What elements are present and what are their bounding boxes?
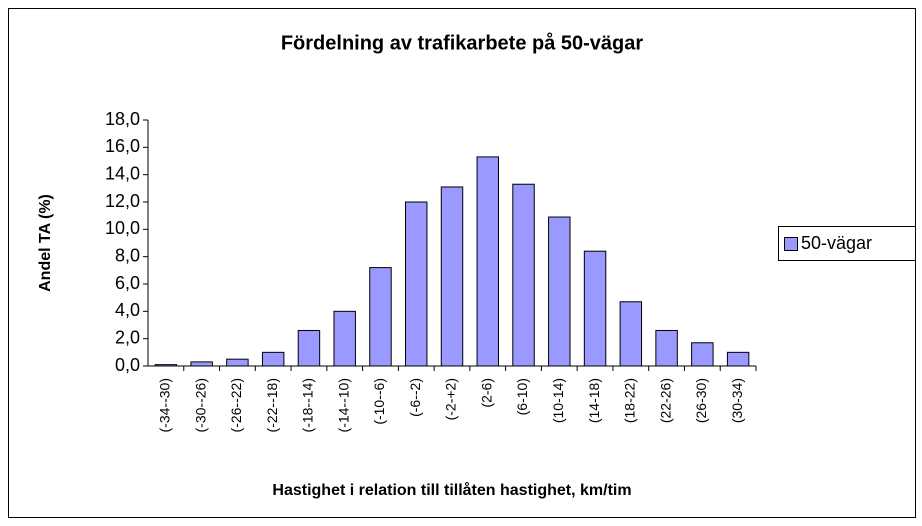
bar bbox=[405, 201, 428, 367]
bar bbox=[583, 250, 607, 367]
y-tick-label: 6,0 bbox=[115, 273, 140, 293]
y-tick-label: 18,0 bbox=[105, 109, 140, 129]
y-tick-label: 16,0 bbox=[105, 136, 140, 156]
bar bbox=[619, 301, 643, 367]
y-tick-label: 4,0 bbox=[115, 300, 140, 320]
x-tick-label: (2-6) bbox=[478, 378, 494, 408]
x-tick-label: (26-30) bbox=[693, 378, 709, 423]
legend-box bbox=[778, 226, 916, 261]
bar bbox=[440, 186, 464, 367]
y-tick-label: 10,0 bbox=[105, 218, 140, 238]
y-tick-label: 0,0 bbox=[115, 355, 140, 375]
x-tick-label: (-2-+2) bbox=[443, 378, 459, 420]
bar bbox=[297, 329, 321, 367]
x-tick-label: (-34--30) bbox=[157, 378, 173, 432]
x-tick-label: (14-18) bbox=[586, 378, 602, 423]
bar bbox=[691, 342, 714, 367]
x-tick-label: (-14--10) bbox=[335, 378, 351, 432]
bar bbox=[261, 351, 285, 367]
x-tick-label: (-18--14) bbox=[300, 378, 316, 432]
bar bbox=[190, 361, 213, 367]
x-tick-label: (30-34) bbox=[729, 378, 745, 423]
x-axis-label: Hastighet i relation till tillåten hasti… bbox=[272, 481, 631, 499]
bar bbox=[333, 310, 356, 367]
y-tick-label: 8,0 bbox=[115, 245, 140, 265]
x-tick-label: (-26--22) bbox=[228, 378, 244, 432]
bar bbox=[726, 351, 750, 367]
bar bbox=[476, 156, 499, 367]
x-tick-label: (18-22) bbox=[622, 378, 638, 423]
x-tick-label: (-22--18) bbox=[264, 378, 280, 432]
x-tick-label: (-10--6) bbox=[371, 378, 387, 425]
bar bbox=[226, 358, 249, 367]
y-tick-label: 2,0 bbox=[115, 327, 140, 347]
bar bbox=[512, 183, 535, 367]
x-tick-label: (22-26) bbox=[657, 378, 673, 423]
y-tick-label: 14,0 bbox=[105, 163, 140, 183]
y-axis-label: Andel TA (%) bbox=[37, 194, 54, 292]
legend-label: 50-vägar bbox=[801, 233, 872, 253]
x-tick-label: (-6--2) bbox=[407, 378, 423, 417]
bar bbox=[655, 329, 678, 367]
legend-swatch bbox=[784, 237, 798, 251]
x-tick-label: (10-14) bbox=[550, 378, 566, 423]
bar bbox=[548, 216, 571, 367]
x-tick-label: (-30--26) bbox=[192, 378, 208, 432]
chart-title: Fördelning av trafikarbete på 50-vägar bbox=[281, 31, 644, 54]
y-tick-label: 12,0 bbox=[105, 191, 140, 211]
x-tick-label: (6-10) bbox=[514, 378, 530, 415]
bar bbox=[369, 267, 392, 367]
